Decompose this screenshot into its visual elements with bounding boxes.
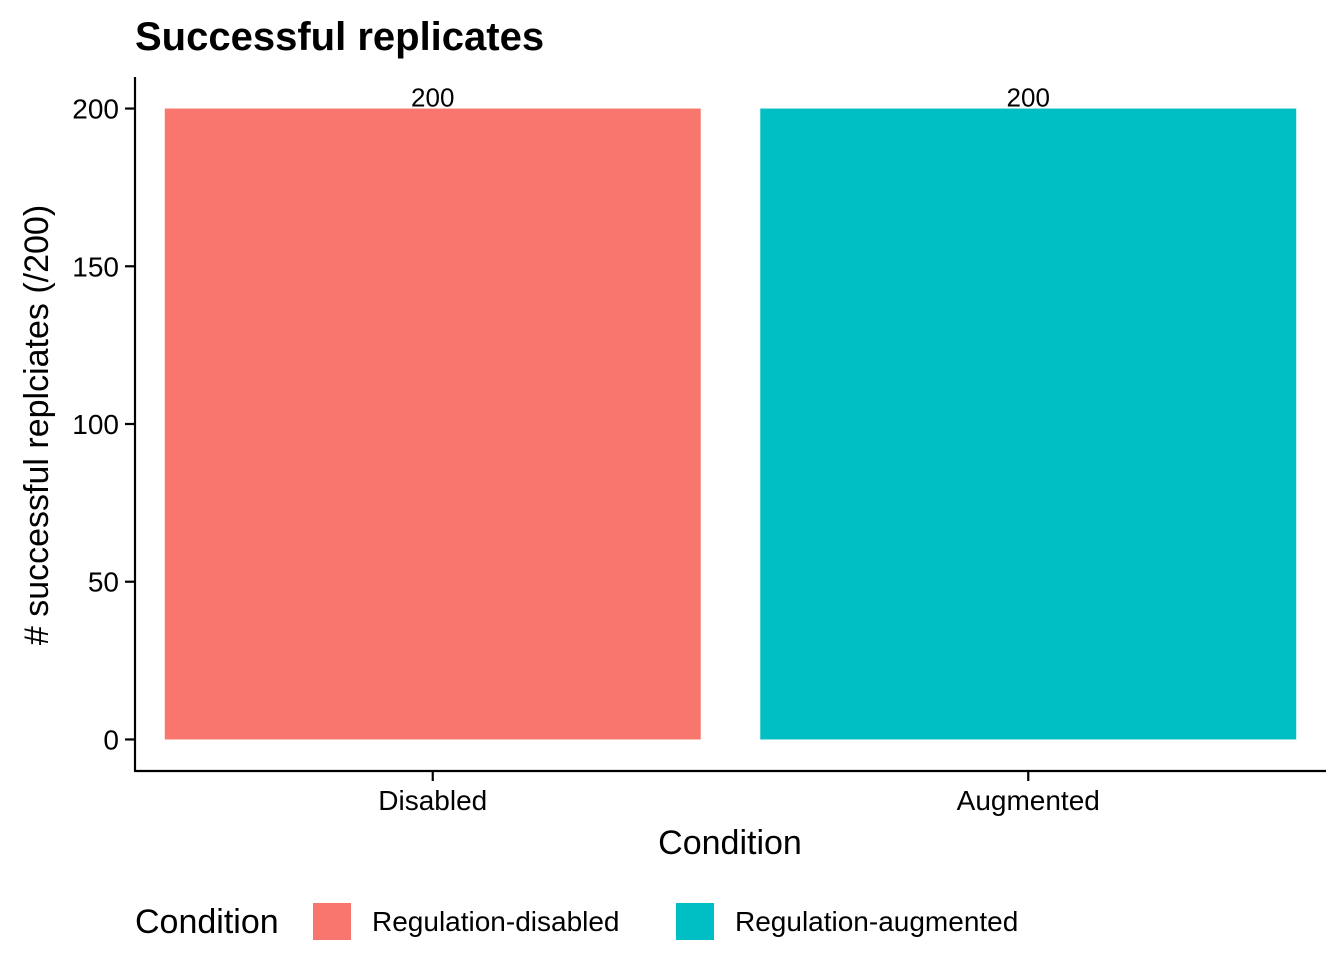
legend-label: Regulation-augmented [735,906,1018,937]
legend-title: Condition [135,903,279,941]
chart-title: Successful replicates [135,15,544,59]
y-tick-label: 50 [88,567,119,598]
y-axis: 0 50 100 150 200 [72,94,135,755]
y-tick-label: 200 [72,94,119,125]
y-axis-title: # successful replciates (/200) [18,205,56,645]
bar-value-label: 200 [411,83,454,113]
y-tick-label: 150 [72,251,119,282]
x-tick-label: Augmented [957,785,1100,816]
legend-key-1 [313,903,351,940]
bars-group: 200 200 [164,83,1297,740]
legend: Condition Regulation-disabled Regulation-… [135,903,1018,941]
y-tick-label: 0 [103,724,119,755]
bar-disabled [164,108,701,740]
bar-value-label: 200 [1007,83,1050,113]
legend-label: Regulation-disabled [372,906,620,937]
legend-key-2 [676,903,714,940]
bar-augmented [760,108,1297,740]
x-tick-label: Disabled [378,785,487,816]
y-tick-label: 100 [72,409,119,440]
x-axis-title: Condition [658,824,802,862]
x-axis: Disabled Augmented [378,771,1100,816]
